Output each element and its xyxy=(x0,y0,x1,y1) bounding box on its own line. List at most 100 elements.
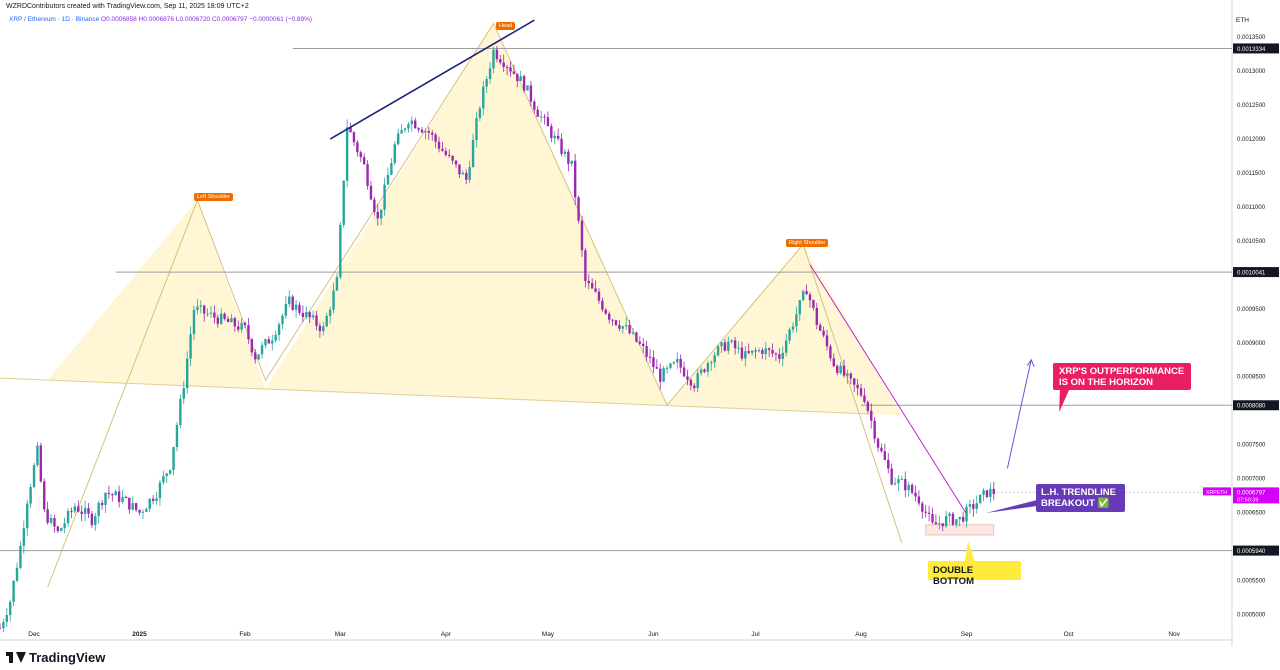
candle-down xyxy=(815,307,818,325)
candle-up xyxy=(696,373,699,389)
candle-down xyxy=(638,341,642,344)
candle-up xyxy=(710,362,713,364)
candle-up xyxy=(220,313,223,324)
candle-up xyxy=(199,305,202,307)
candle-up xyxy=(795,314,798,327)
candle-down xyxy=(607,313,611,320)
candle-up xyxy=(492,49,495,69)
last-price-symbol: XRPETH xyxy=(1206,490,1227,496)
candle-down xyxy=(805,291,808,295)
candle-down xyxy=(618,324,621,329)
candle-down xyxy=(512,71,516,74)
candle-down xyxy=(509,67,512,72)
candle-up xyxy=(121,497,124,502)
candle-down xyxy=(247,325,250,340)
candle-down xyxy=(420,129,424,133)
candle-down xyxy=(533,101,536,110)
x-tick-label: Feb xyxy=(239,631,251,638)
candle-down xyxy=(318,325,322,332)
candle-down xyxy=(604,309,607,314)
candle-up xyxy=(482,86,485,109)
candle-down xyxy=(703,369,706,372)
candle-down xyxy=(771,349,774,354)
candle-up xyxy=(526,85,529,91)
candle-up xyxy=(60,528,63,532)
candle-up xyxy=(114,491,117,496)
candles-group xyxy=(0,45,995,633)
tradingview-brand: TradingView xyxy=(29,650,106,665)
candle-down xyxy=(941,523,944,527)
double-bottom-callout: DOUBLE BOTTOM xyxy=(928,561,1021,587)
candle-up xyxy=(907,484,910,491)
candle-up xyxy=(625,325,628,327)
candle-down xyxy=(43,481,46,510)
candle-up xyxy=(339,224,342,278)
candle-up xyxy=(172,447,175,471)
candle-up xyxy=(284,304,288,316)
candle-up xyxy=(468,167,471,180)
candle-down xyxy=(111,494,114,496)
candle-down xyxy=(733,340,737,349)
candle-up xyxy=(968,504,972,507)
candle-up xyxy=(383,184,386,210)
tradingview-logo[interactable]: TradingView xyxy=(6,650,105,665)
candle-down xyxy=(883,451,887,460)
candle-up xyxy=(424,131,427,133)
candle-down xyxy=(818,324,822,331)
x-tick-label: Nov xyxy=(1168,631,1180,638)
candle-down xyxy=(349,127,352,133)
y-tick-label: 0.0012000 xyxy=(1237,137,1266,143)
footer-bar xyxy=(0,646,1280,670)
x-tick-label: Mar xyxy=(335,631,347,638)
candle-down xyxy=(315,315,318,326)
candle-down xyxy=(529,85,533,102)
candle-up xyxy=(393,144,396,164)
candle-down xyxy=(628,325,631,334)
candle-down xyxy=(434,134,437,142)
candle-down xyxy=(914,492,917,497)
candle-down xyxy=(951,513,955,525)
candle-down xyxy=(931,514,934,523)
candle-down xyxy=(366,164,369,186)
candle-down xyxy=(904,479,907,491)
candle-down xyxy=(887,459,890,469)
last-price-bg xyxy=(1233,487,1279,504)
candle-down xyxy=(216,317,220,324)
candle-up xyxy=(66,511,70,524)
candle-up xyxy=(539,116,543,118)
candle-up xyxy=(322,326,325,332)
candle-up xyxy=(737,347,740,349)
candle-down xyxy=(308,312,311,318)
candle-down xyxy=(761,350,764,354)
candle-down xyxy=(808,294,812,301)
candle-up xyxy=(189,334,192,359)
candle-up xyxy=(846,373,849,376)
candle-down xyxy=(577,197,580,221)
projection-arrowhead xyxy=(1026,358,1035,367)
candle-down xyxy=(451,155,454,161)
candle-down xyxy=(427,131,431,133)
candle-up xyxy=(335,277,339,291)
candle-down xyxy=(652,357,655,368)
candle-down xyxy=(454,160,458,165)
candle-down xyxy=(465,172,468,180)
candle-up xyxy=(162,475,165,483)
candle-down xyxy=(910,484,914,493)
candle-down xyxy=(859,388,863,396)
y-tick-label: 0.0010500 xyxy=(1237,239,1266,245)
x-tick-label: Jul xyxy=(751,631,760,638)
candle-up xyxy=(192,309,196,335)
candle-down xyxy=(825,335,829,347)
candle-down xyxy=(693,385,696,389)
candle-down xyxy=(441,148,444,151)
candle-up xyxy=(965,506,968,522)
candle-up xyxy=(396,133,400,145)
candle-up xyxy=(345,127,349,181)
chart-canvas[interactable]: 0.0013500 0.0013000 0.0012500 0.0012000 0.00… xyxy=(0,0,1280,646)
symbol-name[interactable]: XRP / Ethereum · 1D · Binance xyxy=(9,16,100,23)
head-fill xyxy=(265,23,668,406)
candle-up xyxy=(94,516,97,526)
candle-down xyxy=(437,141,441,149)
level-label-1: 0.0010041 xyxy=(1237,271,1266,277)
candle-down xyxy=(213,312,216,318)
